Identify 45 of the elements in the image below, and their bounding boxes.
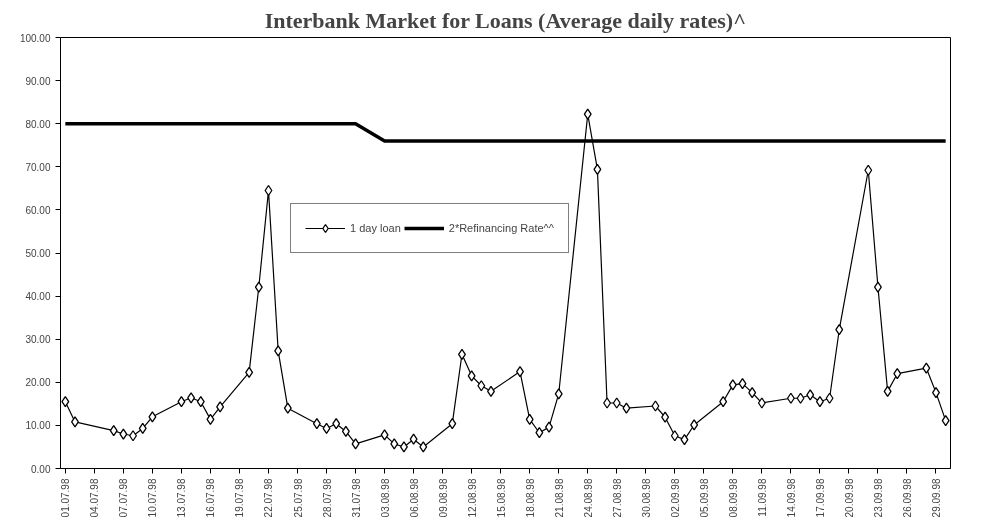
- x-tick-label: 26.09.98: [901, 478, 913, 518]
- x-tick-label: 23.09.98: [872, 478, 884, 518]
- x-tick-label: 29.09.98: [930, 478, 942, 518]
- y-tick-label: 90.00: [25, 75, 51, 87]
- x-tick-label: 13.07.98: [176, 478, 188, 518]
- x-tick-label: 18.08.98: [524, 478, 536, 518]
- x-tick-label: 16.07.98: [205, 478, 217, 518]
- x-tick-label: 12.08.98: [466, 478, 478, 518]
- x-tick-label: 07.07.98: [118, 478, 130, 518]
- x-tick-label: 25.07.98: [292, 478, 304, 518]
- x-tick-label: 06.08.98: [408, 478, 420, 518]
- y-tick-label: 0.00: [31, 463, 51, 475]
- legend-label: 1 day loan: [350, 222, 401, 234]
- x-tick-label: 15.08.98: [495, 478, 507, 518]
- legend-label: 2*Refinancing Rate^^: [448, 222, 554, 234]
- chart-title: Interbank Market for Loans (Average daily rates)^: [264, 7, 746, 33]
- x-tick-label: 19.07.98: [234, 478, 246, 518]
- x-tick-label: 20.09.98: [843, 478, 855, 518]
- x-tick-label: 11.09.98: [756, 478, 768, 517]
- x-tick-label: 04.07.98: [89, 478, 101, 518]
- x-tick-label: 10.07.98: [147, 478, 159, 518]
- x-tick-label: 22.07.98: [263, 478, 275, 518]
- y-tick-label: 10.00: [25, 420, 51, 432]
- y-tick-label: 20.00: [25, 377, 51, 389]
- x-tick-label: 09.08.98: [437, 478, 449, 518]
- x-tick-label: 30.08.98: [640, 478, 652, 518]
- x-tick-label: 01.07.98: [60, 478, 72, 518]
- y-tick-label: 60.00: [25, 204, 51, 216]
- y-tick-label: 100.00: [19, 32, 51, 44]
- x-tick-label: 02.09.98: [669, 478, 681, 518]
- y-tick-label: 30.00: [25, 334, 51, 346]
- x-tick-label: 14.09.98: [785, 478, 797, 518]
- y-tick-label: 70.00: [25, 161, 51, 173]
- x-tick-label: 17.09.98: [814, 478, 826, 518]
- y-tick-label: 50.00: [25, 248, 51, 259]
- x-tick-label: 03.08.98: [379, 478, 391, 518]
- y-tick-label: 80.00: [25, 118, 51, 130]
- x-tick-label: 24.08.98: [582, 478, 594, 518]
- x-tick-label: 21.08.98: [553, 478, 565, 518]
- x-tick-label: 05.09.98: [698, 478, 710, 518]
- y-tick-label: 40.00: [25, 291, 51, 303]
- x-tick-label: 27.08.98: [611, 478, 623, 518]
- x-tick-label: 28.07.98: [321, 478, 333, 518]
- x-tick-label: 31.07.98: [350, 478, 362, 518]
- x-tick-label: 08.09.98: [727, 478, 739, 518]
